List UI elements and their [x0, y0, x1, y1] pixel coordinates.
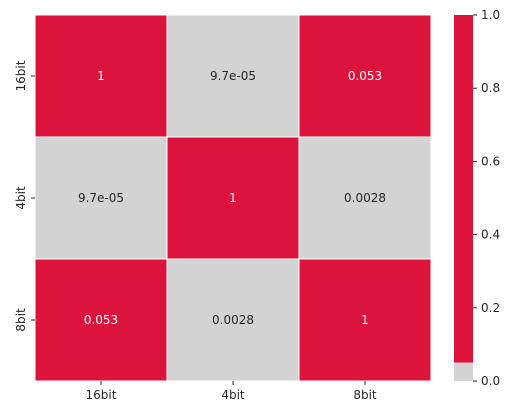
heatmap-cell	[166, 258, 300, 382]
x-axis-ticks: 16bit 4bit 8bit	[86, 381, 377, 402]
x-tick-label: 4bit	[221, 388, 245, 402]
cell-annotation: 1	[97, 69, 105, 83]
cell-annotation: 1	[229, 191, 237, 205]
colorbar: 0.0 0.2 0.4 0.6 0.8 1.0	[454, 8, 500, 388]
x-tick-label: 8bit	[353, 388, 377, 402]
y-tick-label: 16bit	[14, 60, 28, 91]
y-axis-ticks: 16bit 4bit 8bit	[14, 60, 35, 332]
colorbar-tick-label: 0.0	[481, 374, 500, 388]
colorbar-tick-label: 0.6	[481, 154, 500, 168]
cell-annotation: 0.0028	[344, 191, 386, 205]
cell-annotation: 1	[361, 313, 369, 327]
colorbar-tick-label: 0.4	[481, 228, 500, 242]
cell-annotation: 0.0028	[212, 313, 254, 327]
cell-annotation: 0.053	[84, 313, 118, 327]
colorbar-low-segment	[454, 362, 473, 381]
colorbar-tick-label: 1.0	[481, 8, 500, 22]
y-tick-label: 4bit	[14, 186, 28, 210]
heatmap-cell	[34, 136, 168, 260]
heatmap-cell	[298, 136, 432, 260]
cell-annotation: 9.7e-05	[78, 191, 124, 205]
colorbar-tick-label: 0.8	[481, 81, 500, 95]
x-tick-label: 16bit	[86, 388, 117, 402]
heatmap-cell	[34, 14, 168, 138]
heatmap-cells: 1 9.7e-05 0.053 9.7e-05 1 0.0028 0.053 0.0028 1	[34, 14, 432, 382]
cell-annotation: 9.7e-05	[210, 69, 256, 83]
heatmap-cell	[166, 14, 300, 138]
heatmap-cell	[166, 136, 300, 260]
cell-annotation: 0.053	[348, 69, 382, 83]
colorbar-high-segment	[454, 15, 473, 363]
heatmap-cell	[298, 14, 432, 138]
y-tick-label: 8bit	[14, 308, 28, 332]
colorbar-tick-label: 0.2	[481, 301, 500, 315]
